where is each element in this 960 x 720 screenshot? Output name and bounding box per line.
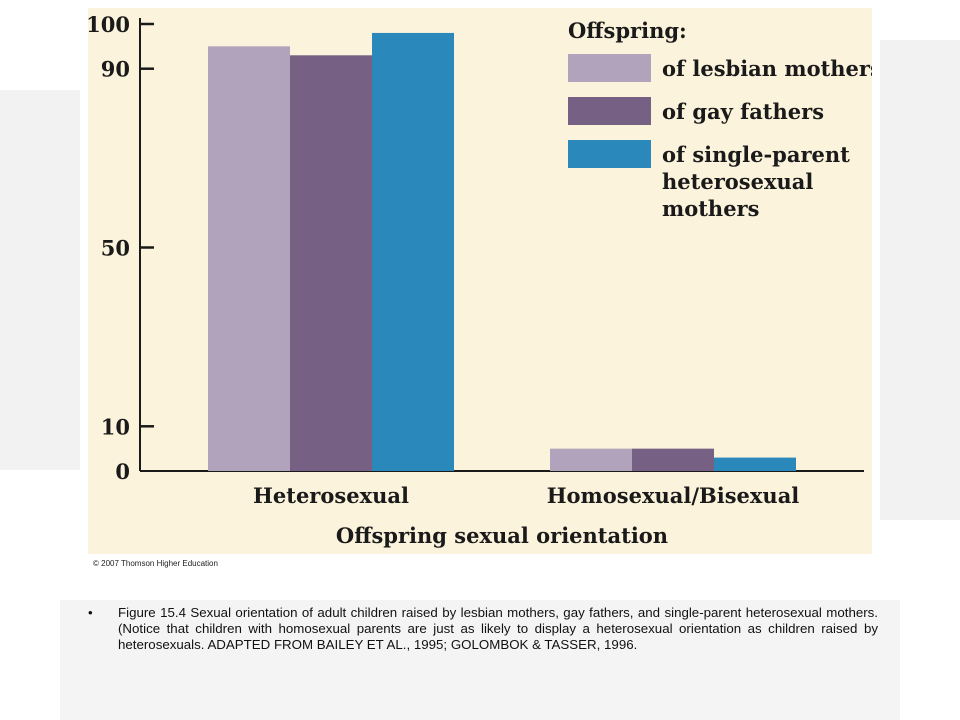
y-tick-label: 100 — [88, 12, 130, 37]
bar-chart: 0 10 50 90 100 Heterosexual Homosexual/Bisexua… — [88, 12, 872, 548]
x-tick-label: Homosexual/Bisexual — [547, 483, 800, 508]
legend-label: of lesbian mothers — [662, 56, 872, 81]
copyright-text: © 2007 Thomson Higher Education — [93, 559, 218, 568]
legend-label: of single-parent — [662, 142, 850, 167]
chart-labels: 0 10 50 90 100 Heterosexual Homosexual/Bisexua… — [88, 12, 799, 548]
caption-bullet: • — [88, 605, 93, 620]
bar — [290, 55, 372, 471]
y-tick-label: 0 — [115, 459, 130, 484]
bar — [714, 457, 796, 471]
chart-legend: Offspring: of lesbian mothers of gay fathe… — [568, 18, 872, 221]
y-tick-label: 10 — [101, 414, 130, 439]
chart-figure: 0 10 50 90 100 Heterosexual Homosexual/Bisexua… — [88, 8, 872, 576]
x-axis-title: Offspring sexual orientation — [336, 523, 668, 548]
bar — [208, 46, 290, 471]
y-tick-label: 90 — [101, 57, 130, 82]
background-panel — [0, 90, 80, 470]
background-panel — [880, 40, 960, 520]
background-panel — [60, 600, 900, 720]
y-tick-label: 50 — [101, 236, 130, 261]
legend-label: of gay fathers — [662, 99, 824, 124]
legend-label: mothers — [662, 196, 759, 221]
x-tick-label: Heterosexual — [253, 483, 409, 508]
caption-text: Figure 15.4 Sexual orientation of adult … — [118, 605, 878, 652]
legend-swatch — [568, 54, 651, 82]
bar — [372, 32, 454, 471]
bar — [632, 448, 714, 471]
legend-swatch — [568, 140, 651, 168]
legend-swatch — [568, 97, 651, 125]
copyright-bar: © 2007 Thomson Higher Education — [88, 554, 872, 576]
bar — [550, 448, 632, 471]
legend-label: heterosexual — [662, 169, 813, 194]
figure-caption: • Figure 15.4 Sexual orientation of adul… — [88, 605, 878, 653]
chart-bars — [208, 32, 796, 471]
legend-title: Offspring: — [568, 18, 687, 43]
